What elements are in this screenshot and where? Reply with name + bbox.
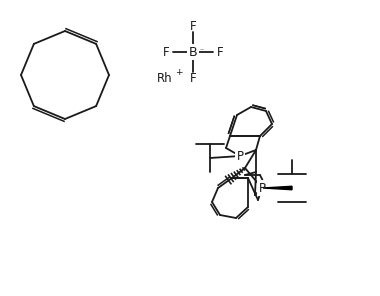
Text: P: P (236, 149, 244, 163)
Text: ⁻: ⁻ (199, 46, 203, 55)
Text: F: F (163, 46, 169, 59)
Text: Rh: Rh (157, 72, 173, 84)
Text: B: B (189, 46, 197, 59)
Text: F: F (190, 72, 196, 84)
Text: +: + (175, 67, 183, 76)
Polygon shape (263, 186, 292, 190)
Text: F: F (190, 20, 196, 33)
Text: P: P (258, 181, 266, 194)
Text: F: F (217, 46, 223, 59)
